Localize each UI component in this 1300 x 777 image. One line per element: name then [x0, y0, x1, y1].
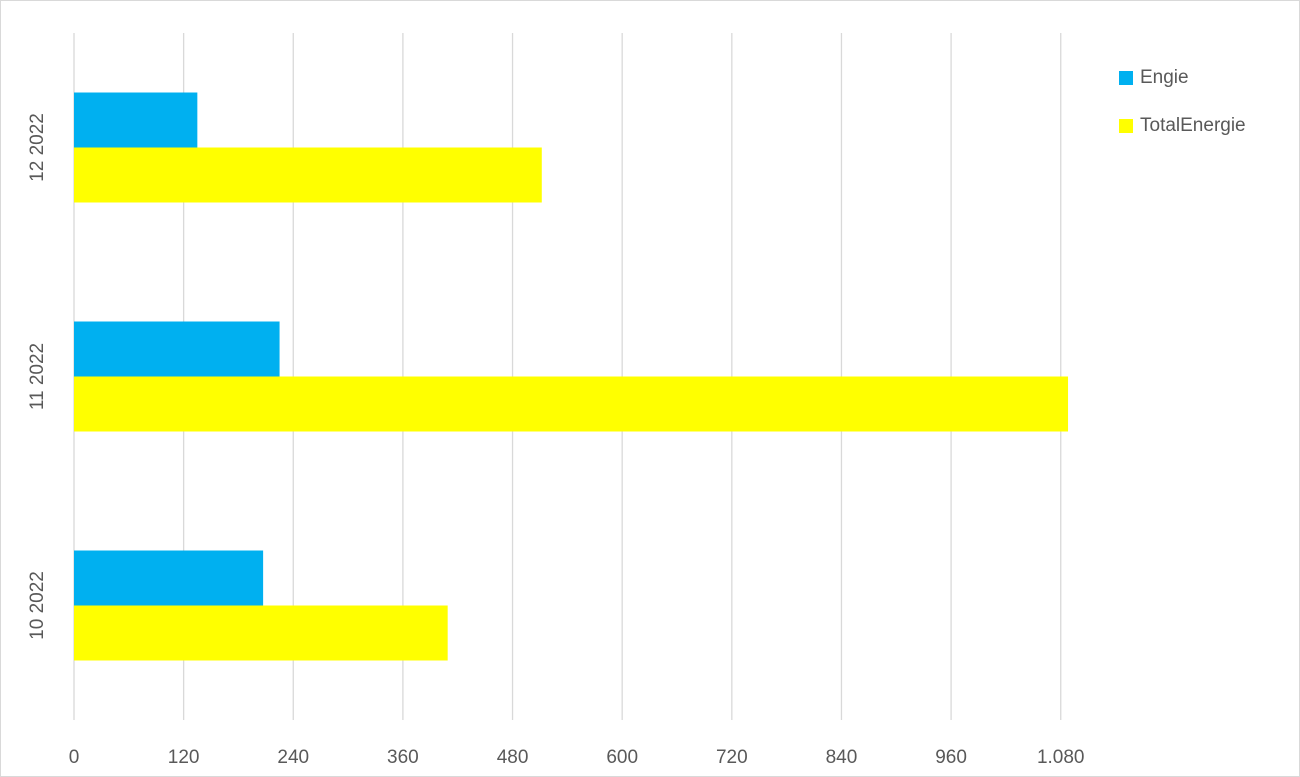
bar — [74, 147, 542, 203]
x-tick-label: 480 — [497, 747, 529, 768]
x-tick-label: 600 — [606, 747, 638, 768]
x-tick-label: 120 — [168, 747, 200, 768]
y-tick-label: 11 2022 — [27, 343, 48, 410]
x-tick-label: 840 — [826, 747, 858, 768]
x-tick-label: 1.080 — [1037, 747, 1085, 768]
x-tick-label: 960 — [935, 747, 967, 768]
legend-label: Engie — [1140, 67, 1189, 88]
y-tick-label: 10 2022 — [27, 571, 48, 640]
x-tick-label: 0 — [69, 747, 80, 768]
bar — [74, 321, 280, 377]
legend-label: TotalEnergie — [1140, 115, 1246, 136]
legend-swatch — [1119, 119, 1133, 133]
bar — [74, 550, 264, 606]
x-tick-label: 240 — [277, 747, 309, 768]
bar — [74, 605, 448, 661]
legend-swatch — [1119, 71, 1133, 85]
x-tick-label: 720 — [716, 747, 748, 768]
bar — [74, 92, 198, 148]
bar — [74, 376, 1069, 432]
x-tick-label: 360 — [387, 747, 419, 768]
y-tick-label: 12 2022 — [27, 113, 48, 182]
